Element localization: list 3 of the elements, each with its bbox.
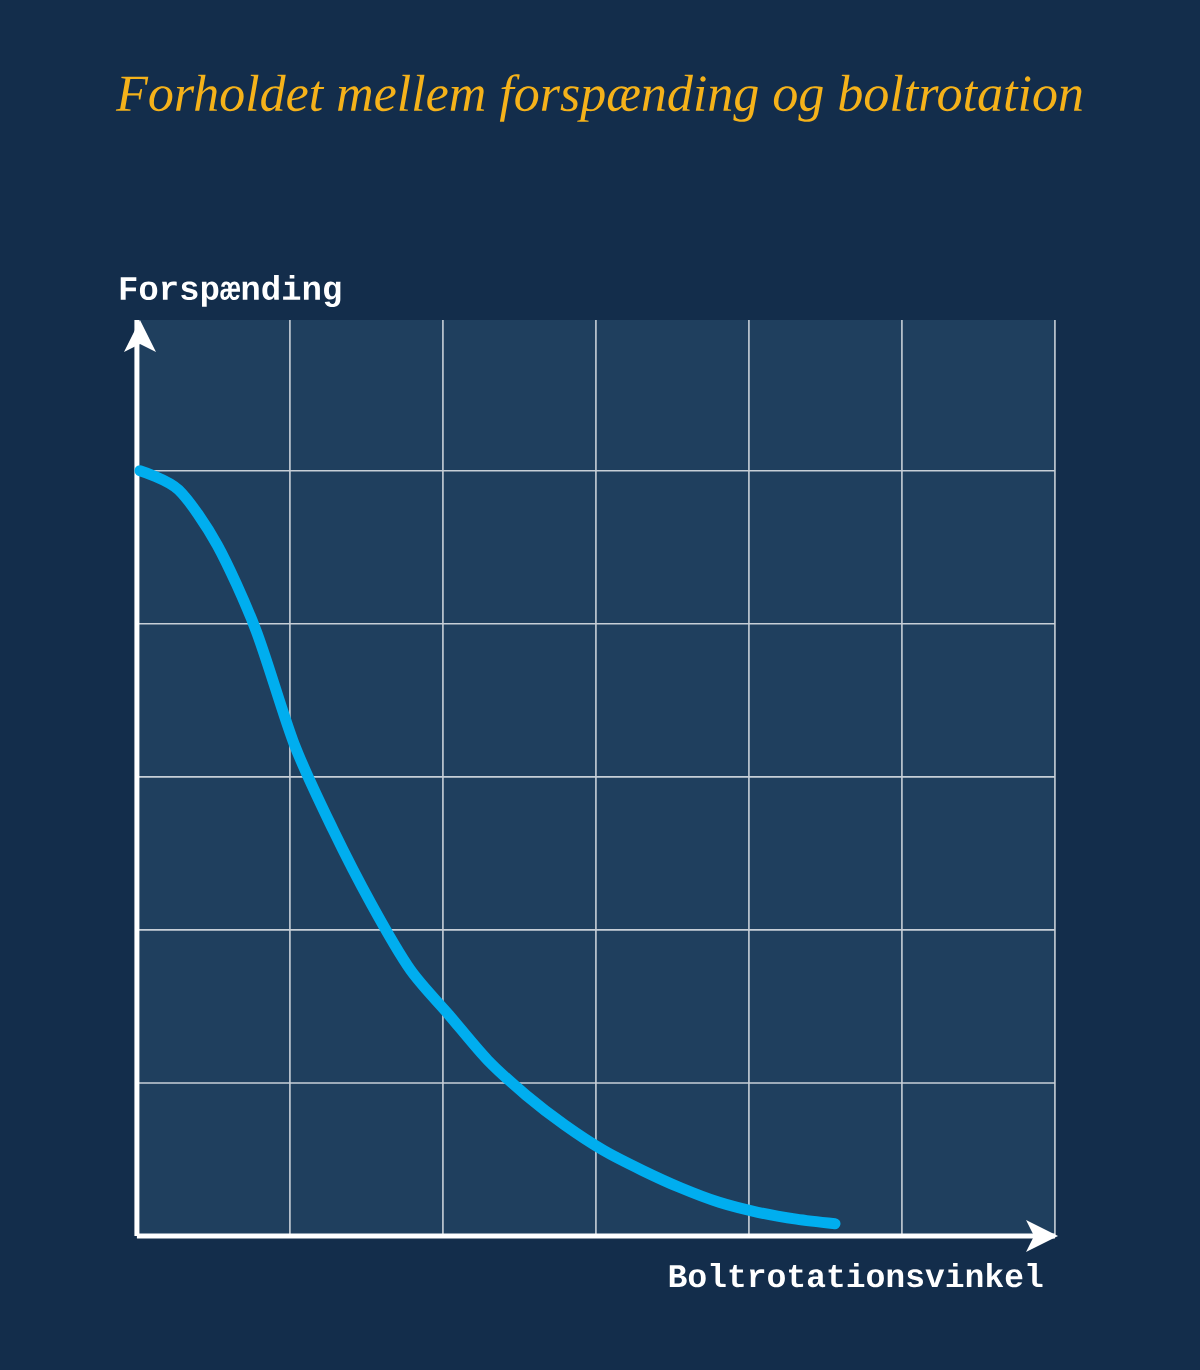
x-axis-title: Boltrotationsvinkel <box>669 1263 1043 1288</box>
chart-title: Forholdet mellem forspænding og boltrotation <box>115 74 1082 122</box>
y-axis-title: Forspænding <box>120 275 341 307</box>
